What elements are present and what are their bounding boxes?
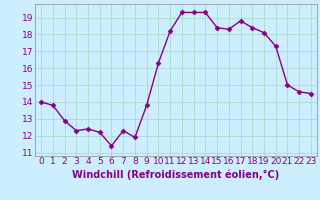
X-axis label: Windchill (Refroidissement éolien,°C): Windchill (Refroidissement éolien,°C)	[72, 169, 280, 180]
